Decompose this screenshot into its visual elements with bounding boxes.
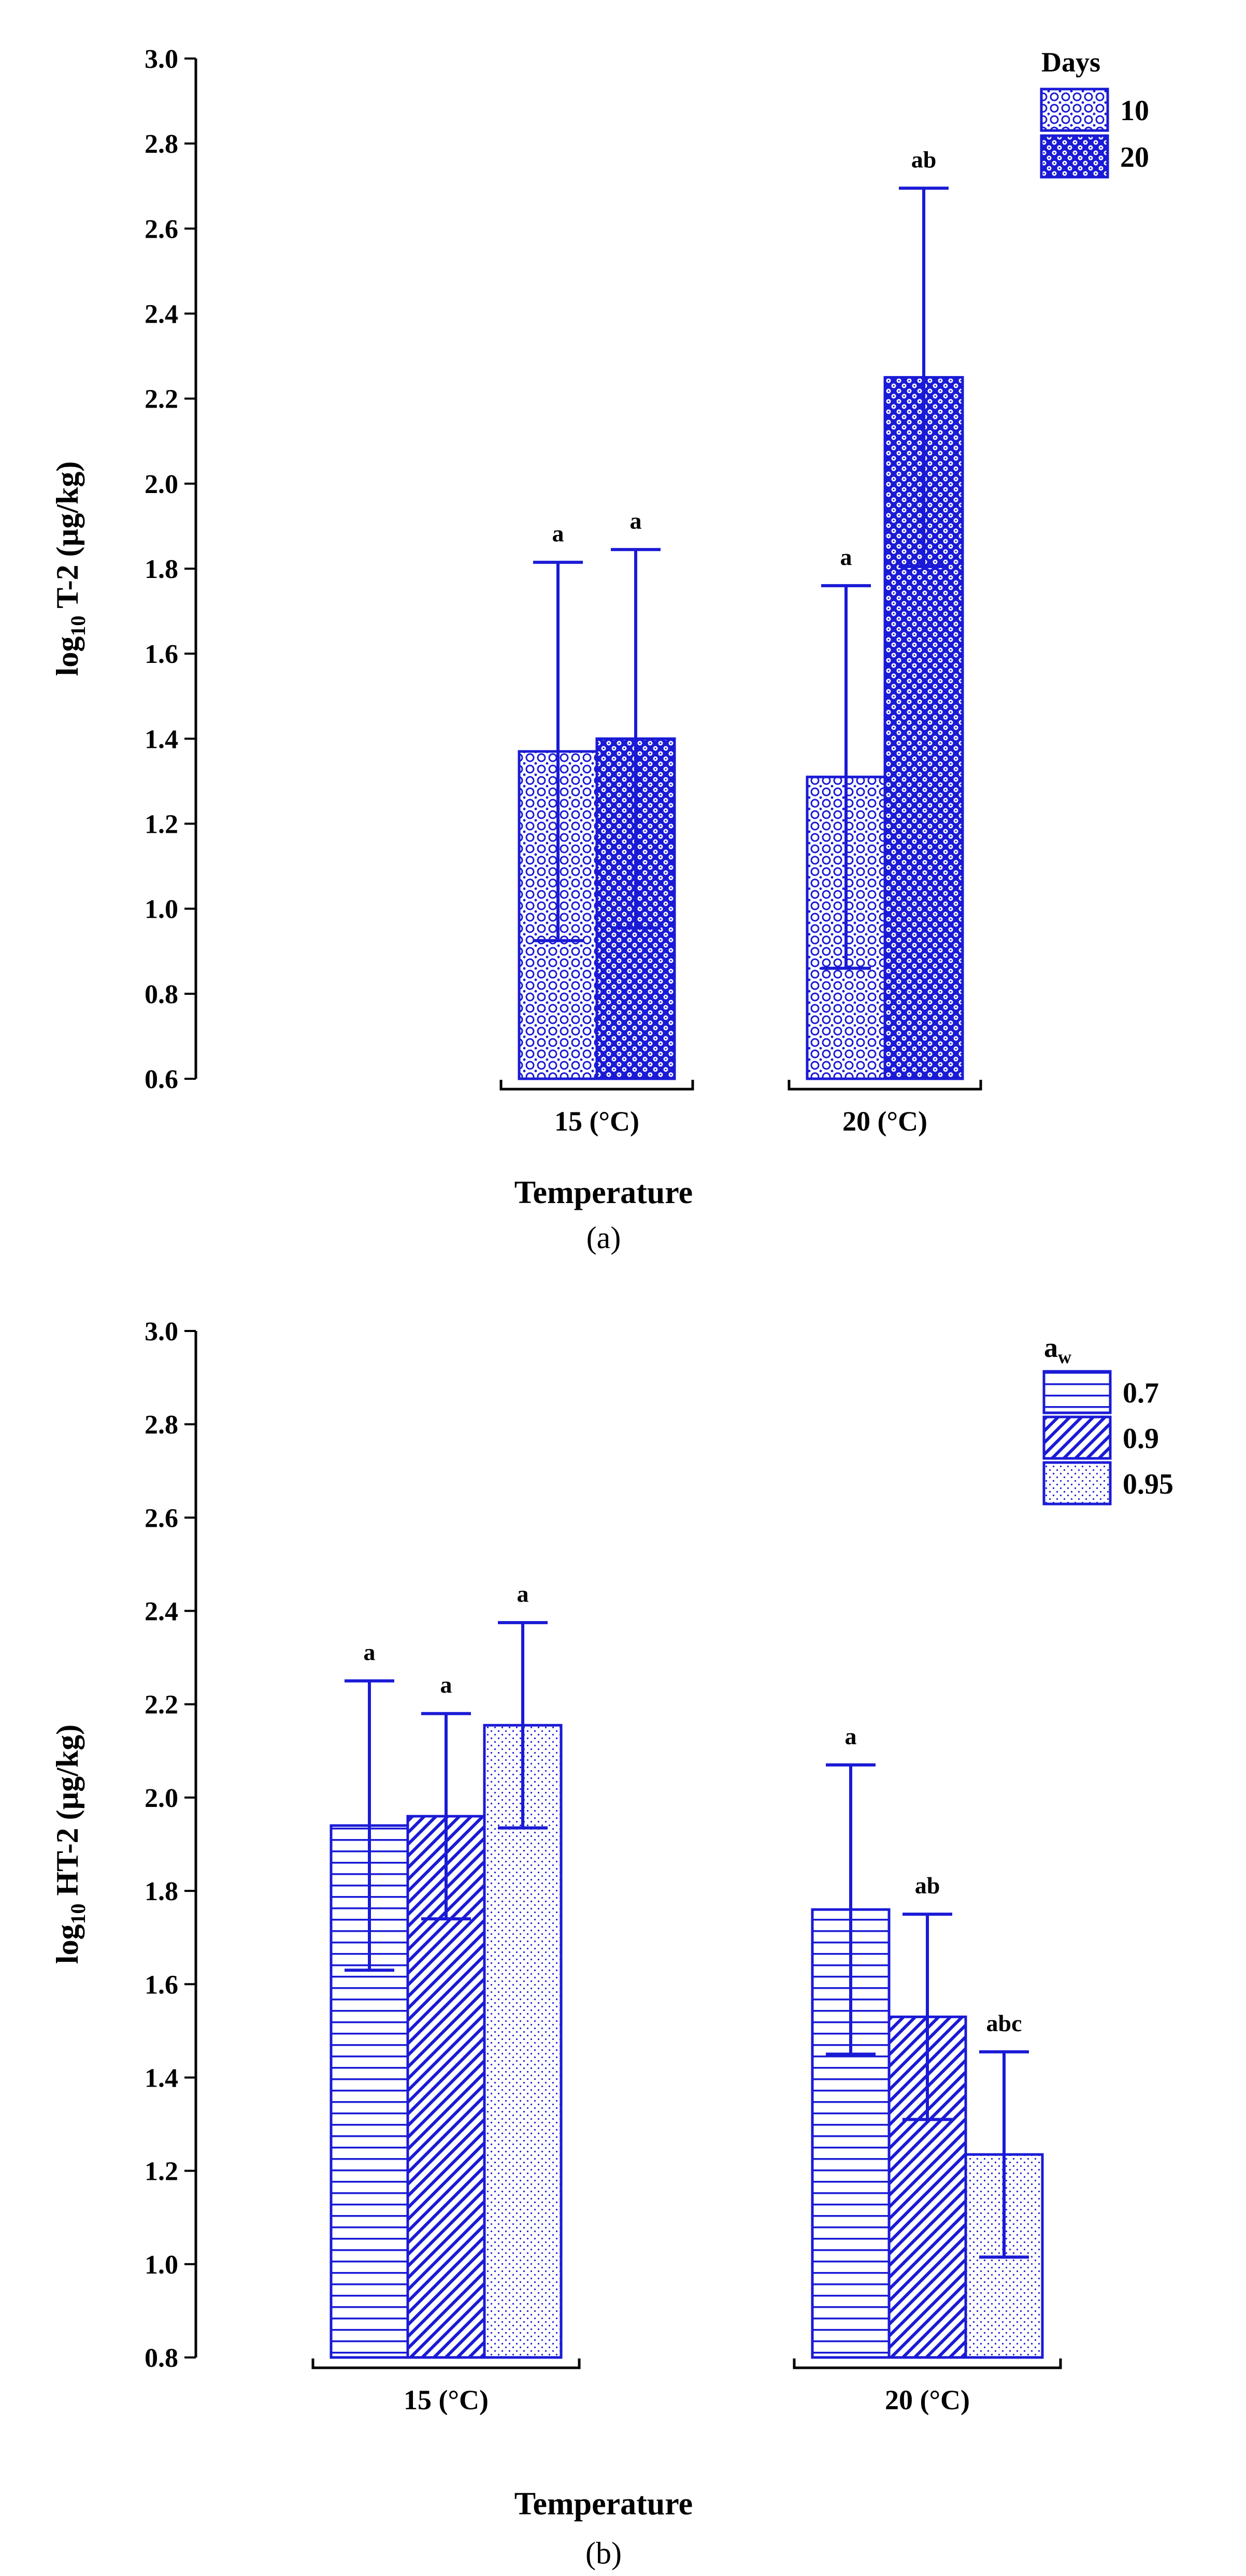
y-tick-label: 2.0 [145, 1784, 178, 1813]
significance-label: a [630, 508, 642, 534]
x-tick-label: 20 (°C) [842, 1106, 927, 1137]
x-tick-label: 20 (°C) [885, 2384, 970, 2415]
x-tick-label: 15 (°C) [554, 1106, 639, 1137]
y-tick-label: 3.0 [145, 45, 178, 74]
y-axis-label-main: log [50, 1924, 84, 1964]
chart-a: 0.6 0.8 1.0 1.2 1.4 1.6 1.8 2.0 2.2 2.4 2.6 2.8 3.0 l… [50, 45, 1149, 1210]
y-tick-label: 3.0 [145, 1317, 178, 1347]
y-tick-label: 2.2 [145, 1690, 178, 1720]
y-tick-label: 1.8 [145, 1877, 178, 1906]
significance-label: a [845, 1723, 857, 1749]
significance-label: a [840, 544, 852, 570]
y-tick-label: 1.2 [145, 2157, 178, 2187]
legend-title: Days [1041, 47, 1100, 78]
y-tick-label: 2.4 [145, 300, 178, 329]
y-tick-label: 2.6 [145, 1503, 178, 1533]
y-tick-label: 2.0 [145, 470, 178, 499]
significance-label: a [364, 1639, 376, 1666]
significance-label: a [517, 1581, 529, 1607]
legend-title-main: Days [1041, 47, 1100, 78]
y-axis-label: log10 HT-2 (µg/kg) [50, 1725, 90, 1964]
significance-label: a [552, 520, 564, 547]
category-bracket [311, 2358, 581, 2369]
y-tick-label: 0.6 [145, 1065, 178, 1094]
y-axis-label-sub: 10 [66, 1904, 90, 1924]
category-bracket [793, 2358, 1062, 2369]
chart-b: 0.81.01.21.41.61.82.02.22.42.62.83.0log1… [50, 1317, 1173, 2522]
legend-title-main: a [1044, 1332, 1058, 1363]
y-tick-label: 2.2 [145, 385, 178, 414]
x-tick-label: 15 (°C) [404, 2384, 489, 2415]
legend-swatch-10 [1040, 88, 1109, 132]
y-axis-label: log10 T-2 (µg/kg) [50, 461, 90, 676]
y-tick-label: 2.4 [145, 1597, 178, 1627]
y-axis-label-main: log [50, 636, 84, 676]
legend-label: 0.9 [1123, 1423, 1159, 1455]
y-tick-label: 1.0 [145, 895, 178, 924]
bar-0_95-0 [483, 1724, 563, 2359]
legend-title: aw [1044, 1332, 1071, 1367]
legend-swatch-0_95 [1042, 1461, 1112, 1506]
y-axis-label-sub: 10 [66, 616, 90, 636]
significance-label: ab [915, 1872, 940, 1899]
panel-label-b: (b) [585, 2536, 622, 2570]
y-tick-label: 0.8 [145, 2343, 178, 2373]
legend-label: 0.95 [1123, 1468, 1173, 1500]
panel-label-a: (a) [586, 1221, 621, 1255]
y-tick-label: 2.8 [145, 1410, 178, 1440]
x-axis-label: Temperature [514, 2486, 693, 2522]
category-bracket [787, 1080, 982, 1091]
category-bracket [499, 1080, 694, 1091]
significance-label: a [440, 1672, 452, 1698]
y-tick-label: 1.4 [145, 725, 178, 754]
y-tick-label: 1.0 [145, 2250, 178, 2280]
y-tick-label: 2.8 [145, 129, 178, 159]
significance-label: abc [986, 2010, 1022, 2036]
y-tick-label: 1.8 [145, 555, 178, 584]
legend-swatch-20 [1040, 134, 1109, 179]
legend-label: 10 [1120, 95, 1149, 127]
legend-label: 20 [1120, 141, 1149, 173]
significance-label: ab [911, 146, 937, 172]
y-axis-label-rest: T-2 (µg/kg) [50, 461, 84, 616]
y-tick-label: 1.2 [145, 810, 178, 840]
x-axis-label: Temperature [514, 1175, 693, 1210]
y-tick-label: 1.4 [145, 2063, 178, 2093]
legend-swatch-0_9 [1042, 1415, 1112, 1460]
y-tick-label: 1.6 [145, 1970, 178, 2000]
y-tick-label: 1.6 [145, 640, 178, 669]
legend-title-sub: w [1058, 1347, 1071, 1367]
legend-swatch-0_7 [1042, 1370, 1112, 1414]
y-tick-label: 2.6 [145, 214, 178, 244]
legend-label: 0.7 [1123, 1377, 1159, 1409]
y-tick-label: 0.8 [145, 980, 178, 1009]
y-axis-label-rest: HT-2 (µg/kg) [50, 1725, 84, 1904]
